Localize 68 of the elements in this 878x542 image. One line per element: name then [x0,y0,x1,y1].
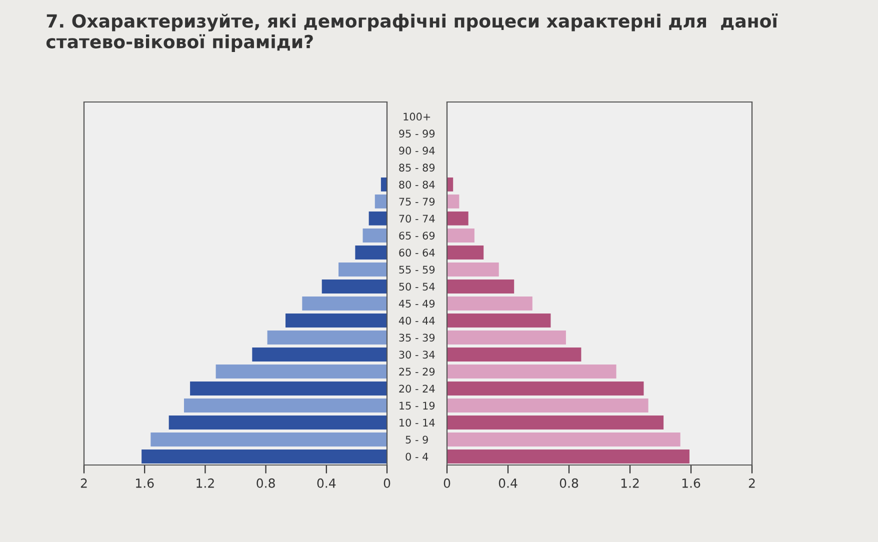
bar [322,280,387,294]
bar [285,314,387,328]
bar [368,211,387,226]
x-tick-label: 1.6 [136,478,154,488]
bar [447,262,499,276]
y-tick-label: 25 - 29 [399,368,435,376]
bar [447,280,514,294]
x-tick-label: 1.2 [196,478,214,488]
y-tick-label: 15 - 19 [400,402,435,410]
y-tick-label: 85 - 89 [399,164,435,172]
y-tick-label: 80 - 84 [399,180,435,189]
y-tick-label: 20 - 24 [399,384,435,393]
bar [447,246,484,260]
y-tick-label: 65 - 69 [399,232,435,240]
x-tick-label: 0 [444,478,450,488]
bar [302,296,387,310]
y-tick-label: 55 - 59 [399,266,435,274]
bar [447,348,582,362]
bar [190,382,387,396]
bar [355,246,387,260]
y-tick-label: 0 - 4 [406,452,428,461]
y-tick-label: 90 - 94 [399,146,435,155]
y-tick-label: 5 - 9 [406,436,428,444]
bar [447,398,648,412]
y-tick-label: 95 - 99 [399,130,435,138]
x-tick-label: 0.4 [317,478,336,488]
bar [447,416,664,430]
bar [267,330,387,344]
bar [374,194,387,208]
x-tick-label: 0 [384,478,390,488]
bar [362,228,387,242]
bar [447,228,474,242]
bar [447,330,566,344]
bar [184,398,387,412]
bar [252,348,387,362]
y-tick-label: 45 - 49 [398,300,435,308]
bar [338,262,387,276]
y-tick-label: 50 - 54 [399,282,435,291]
y-tick-label: 10 - 14 [400,418,435,427]
y-tick-label: 75 - 79 [399,198,435,206]
y-tick-label: 40 - 44 [398,316,435,325]
bar [216,364,387,378]
chart-title: 7. Охарактеризуйте, які демографічні процеси характерні для даної статево-вікової піраміди? [46,14,778,52]
bar [447,211,468,226]
bar [447,432,680,446]
x-tick-label: 1.6 [682,478,700,488]
y-tick-label: 30 - 34 [399,350,435,359]
bar [150,432,387,446]
x-tick-label: 0.8 [560,478,578,488]
x-tick-label: 2 [748,478,755,488]
x-tick-label: 0.8 [256,478,275,488]
bar [447,194,460,208]
y-tick-label: 70 - 74 [399,214,435,223]
x-tick-label: 1.2 [621,478,639,488]
bar [447,364,616,378]
x-tick-label: 2 [80,478,87,488]
y-tick-label: 60 - 64 [399,248,435,257]
y-tick-label: 35 - 39 [399,334,435,342]
bar [447,177,454,192]
bar [447,296,532,310]
y-tick-label: 100+ [404,112,430,121]
bar [168,416,387,430]
bar [142,450,387,464]
x-tick-label: 0.4 [498,478,518,488]
bar [447,450,690,464]
bar [380,177,387,192]
bar [447,314,551,328]
bar [447,382,644,396]
